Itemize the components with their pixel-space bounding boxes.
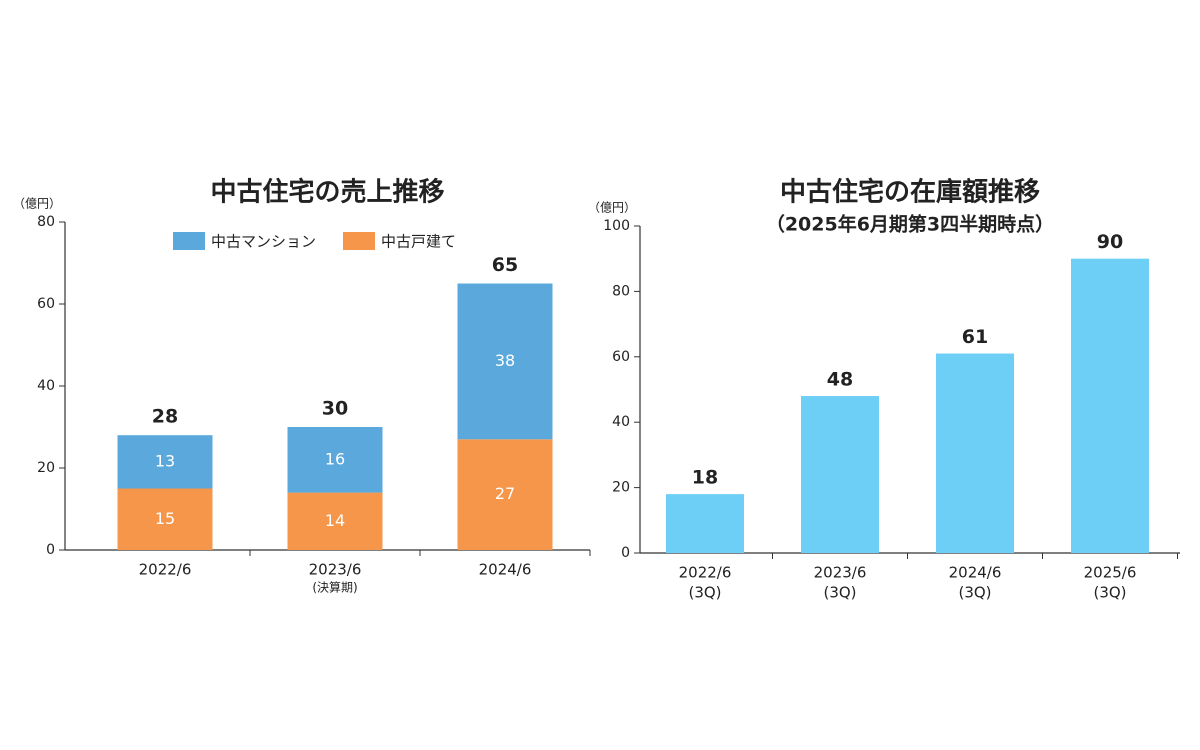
bar-segment bbox=[287, 427, 383, 493]
x-tick-label: (3Q) bbox=[823, 584, 856, 602]
bar-value-label: 15 bbox=[155, 509, 175, 528]
bar-segment bbox=[117, 435, 213, 489]
bar-value-label: 18 bbox=[692, 467, 718, 489]
chart: 中古住宅の売上推移 （億円） 0 20 40 60 80 2022/6 2023/6(決算期) 2… bbox=[13, 177, 591, 595]
bar-value-label: 38 bbox=[495, 351, 515, 370]
legend-swatch bbox=[343, 232, 375, 250]
bar bbox=[1071, 258, 1149, 553]
y-tick-label: 40 bbox=[612, 414, 630, 430]
legend-swatch bbox=[173, 232, 205, 250]
x-tick-label: 2023/6 bbox=[309, 561, 362, 579]
y-tick-label: 100 bbox=[603, 218, 630, 234]
bar-value-label: 16 bbox=[325, 449, 345, 468]
x-tick-label: 2022/6 bbox=[139, 561, 192, 579]
bar-value-label: 61 bbox=[962, 326, 988, 348]
y-axis-label: （億円） bbox=[588, 201, 636, 215]
y-tick-label: 20 bbox=[612, 480, 630, 496]
y-tick-label: 0 bbox=[46, 542, 55, 558]
x-tick-label: 2022/6 bbox=[679, 564, 732, 582]
y-tick-label: 80 bbox=[612, 283, 630, 299]
bar-segment bbox=[287, 492, 383, 550]
y-tick-label: 20 bbox=[37, 460, 55, 476]
y-tick-label: 0 bbox=[621, 545, 630, 561]
bar bbox=[936, 353, 1014, 553]
bar-value-label: 14 bbox=[325, 511, 345, 530]
chart-title: 中古住宅の売上推移 bbox=[210, 177, 444, 208]
y-tick-label: 60 bbox=[612, 349, 630, 365]
bar bbox=[801, 396, 879, 553]
total-label: 30 bbox=[322, 398, 348, 420]
bar-value-label: 48 bbox=[827, 369, 853, 391]
x-tick-label: 2024/6 bbox=[479, 561, 532, 579]
chart-title: 中古住宅の在庫額推移 bbox=[780, 177, 1040, 208]
chart: 中古住宅の在庫額推移 （2025年6月期第3四半期時点） （億円） 0 20 40 60 80… bbox=[588, 177, 1180, 602]
y-tick-label: 60 bbox=[37, 296, 55, 312]
x-tick-note: (決算期) bbox=[312, 580, 357, 595]
bar-value-label: 13 bbox=[155, 451, 175, 470]
bar-value-label: 27 bbox=[495, 484, 515, 503]
x-tick-label: 2025/6 bbox=[1084, 564, 1137, 582]
x-tick-label: (3Q) bbox=[1093, 584, 1126, 602]
total-label: 28 bbox=[152, 406, 178, 428]
y-axis-label: （億円） bbox=[13, 197, 61, 211]
legend-label: 中古戸建て bbox=[381, 233, 456, 251]
total-label: 65 bbox=[492, 254, 518, 276]
bar bbox=[666, 494, 744, 553]
y-tick-label: 80 bbox=[37, 214, 55, 230]
legend-label: 中古マンション bbox=[211, 233, 316, 251]
x-tick-label: 2023/6 bbox=[814, 564, 867, 582]
bar-value-label: 90 bbox=[1097, 231, 1123, 253]
x-tick-label: (3Q) bbox=[688, 584, 721, 602]
bar-segment bbox=[117, 488, 213, 550]
y-tick-label: 40 bbox=[37, 378, 55, 394]
chart-subtitle: （2025年6月期第3四半期時点） bbox=[766, 213, 1054, 236]
x-tick-label: 2024/6 bbox=[949, 564, 1002, 582]
bar-segment bbox=[457, 283, 553, 440]
bar-segment bbox=[457, 439, 553, 550]
x-tick-label: (3Q) bbox=[958, 584, 991, 602]
